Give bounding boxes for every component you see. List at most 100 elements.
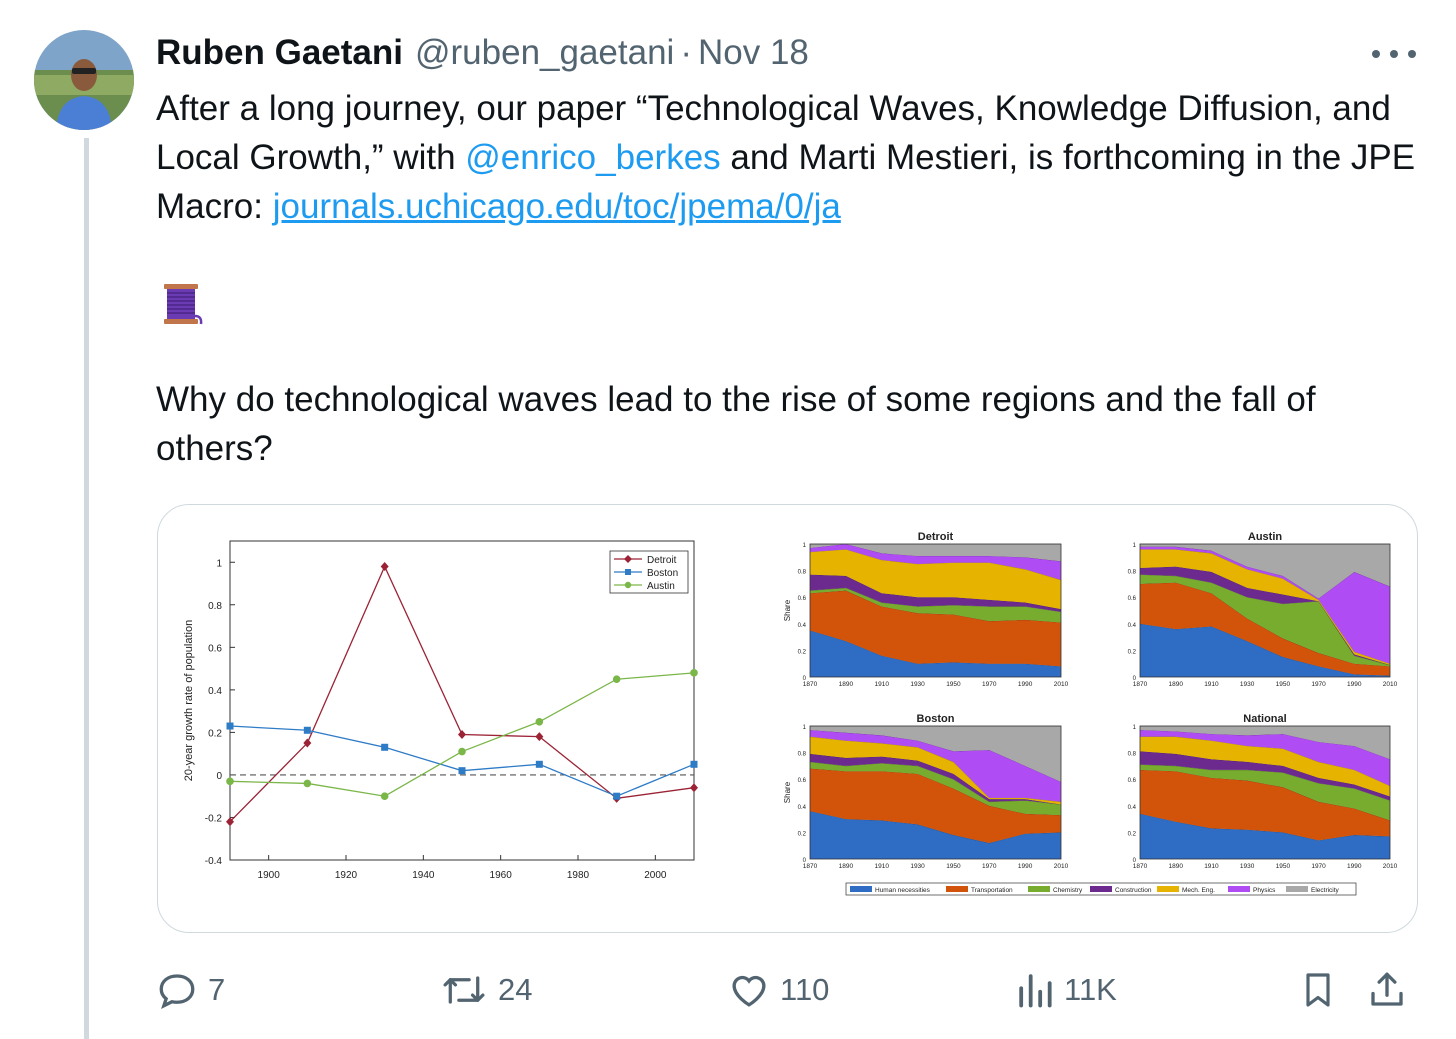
author-handle[interactable]: @ruben_gaetani xyxy=(414,33,675,72)
legend-label: Chemistry xyxy=(1053,887,1083,894)
area-detroit-human-necessities xyxy=(810,630,1061,677)
bookmark-icon xyxy=(1306,973,1330,1007)
data-point-boston xyxy=(690,760,698,768)
area-boston-human-necessities xyxy=(810,811,1061,859)
x-tick-label: 1900 xyxy=(258,870,281,881)
panel-x-tick-label: 1990 xyxy=(1347,681,1362,688)
y-tick-label: 0.6 xyxy=(208,643,222,654)
panel-y-tick-label: 0.4 xyxy=(798,623,807,629)
area-edge xyxy=(1139,750,1391,797)
data-point-detroit xyxy=(458,730,466,740)
tweet-date[interactable]: Nov 18 xyxy=(697,33,809,72)
panel-y-tick-label: 0.2 xyxy=(798,831,807,837)
area-detroit-chemistry xyxy=(810,587,1061,623)
area-edge xyxy=(1139,729,1391,760)
panel-x-tick-label: 2010 xyxy=(1054,681,1069,688)
panel-x-tick-label: 1910 xyxy=(874,863,889,870)
panel-y-tick-label: 0.6 xyxy=(1128,778,1137,784)
panel-x-tick-label: 1970 xyxy=(982,863,997,870)
legend-swatch xyxy=(1228,886,1250,892)
panel-x-tick-label: 1930 xyxy=(1240,681,1255,688)
legend-swatch xyxy=(1286,886,1308,892)
area-austin-physics xyxy=(1140,546,1390,664)
data-point-austin xyxy=(458,747,466,756)
area-edge xyxy=(809,590,1062,623)
panel-y-tick-label: 0.6 xyxy=(1128,596,1137,602)
legend-label: Physics xyxy=(1253,887,1276,894)
share-button[interactable] xyxy=(1366,960,1408,1020)
views-button[interactable]: 11K xyxy=(1016,960,1117,1020)
panel-x-tick-label: 1870 xyxy=(1133,681,1148,688)
panel-x-tick-label: 1950 xyxy=(946,681,961,688)
area-boston-construction xyxy=(810,753,1061,805)
more-icon[interactable] xyxy=(1372,44,1416,64)
area-detroit-physics xyxy=(810,544,1061,580)
panel-frame xyxy=(1139,543,1391,678)
tweet-question: Why do technological waves lead to the r… xyxy=(156,380,1316,468)
thread-connector-line xyxy=(84,138,89,1039)
panel-x-tick-label: 1870 xyxy=(1133,863,1148,870)
panel-frame xyxy=(809,543,1062,678)
y-tick-label: 0.4 xyxy=(208,686,222,697)
legend-marker xyxy=(625,569,631,575)
legend-label: Human necessities xyxy=(875,887,931,894)
area-boston-mech-eng- xyxy=(810,736,1061,805)
reply-count: 7 xyxy=(208,972,226,1007)
panel-x-tick-label: 1990 xyxy=(1347,863,1362,870)
avatar[interactable] xyxy=(34,30,134,130)
panel-frame xyxy=(809,725,1062,860)
panel-x-tick-label: 1950 xyxy=(946,863,961,870)
tweet-text-part2: and Marti Mestieri, is forthcoming in th… xyxy=(156,138,1416,226)
y-axis-label: 20-year growth rate of population xyxy=(183,620,195,781)
retweet-count: 24 xyxy=(498,972,533,1007)
share-icon xyxy=(1371,972,1403,1006)
paper-link[interactable]: journals.uchicago.edu/toc/jpema/0/ja xyxy=(272,187,841,226)
panel-title-national: National xyxy=(1243,713,1286,725)
legend-label: Boston xyxy=(647,568,678,579)
legend-swatch xyxy=(1028,886,1050,892)
area-detroit-transportation xyxy=(810,590,1061,667)
area-national-mech-eng- xyxy=(1140,736,1390,797)
data-point-austin xyxy=(226,777,234,786)
author-name[interactable]: Ruben Gaetani xyxy=(156,33,403,72)
y-tick-label: 1 xyxy=(216,558,222,569)
panel-y-tick-label: 0 xyxy=(803,858,807,864)
area-detroit-construction xyxy=(810,574,1061,612)
data-point-boston xyxy=(381,743,389,751)
data-point-boston xyxy=(613,792,621,800)
data-point-austin xyxy=(612,675,621,684)
tweet-media-figure[interactable]: -0.4 -0.2 0 0.2 0.4 0.6 0.8 1 1900 1920 1940 1960 19… xyxy=(157,504,1418,933)
panel-y-tick-label: 1 xyxy=(803,725,807,731)
panel-y-tick-label: 0.4 xyxy=(1128,805,1137,811)
panel-y-tick-label: 0 xyxy=(803,676,807,682)
panel-x-tick-label: 1910 xyxy=(1204,681,1219,688)
data-point-boston xyxy=(535,760,543,768)
data-point-detroit xyxy=(690,783,698,793)
retweet-button[interactable]: 24 xyxy=(440,960,532,1020)
bookmark-button[interactable] xyxy=(1298,960,1338,1020)
area-national-physics xyxy=(1140,729,1390,786)
area-edge xyxy=(809,753,1062,805)
x-tick-label: 1920 xyxy=(335,870,358,881)
panel-x-tick-label: 1890 xyxy=(1168,681,1183,688)
mention-link[interactable]: @enrico_berkes xyxy=(465,138,721,177)
like-button[interactable]: 110 xyxy=(728,960,829,1020)
panel-x-tick-label: 1930 xyxy=(910,863,925,870)
panel-y-tick-label: 1 xyxy=(1133,543,1137,549)
separator-dot: · xyxy=(680,33,692,72)
panel-x-tick-label: 1870 xyxy=(803,863,818,870)
panel-x-tick-label: 1890 xyxy=(839,681,854,688)
x-tick-label: 1960 xyxy=(490,870,513,881)
legend-label: Construction xyxy=(1115,887,1152,894)
data-point-austin xyxy=(690,669,698,677)
data-point-detroit xyxy=(535,732,544,742)
tweet-actions: 7 24 110 11K xyxy=(156,960,1426,1020)
reply-button[interactable]: 7 xyxy=(156,960,225,1020)
legend-label: Austin xyxy=(647,581,675,592)
panel-title-boston: Boston xyxy=(917,713,955,725)
panel-x-tick-label: 1950 xyxy=(1276,863,1291,870)
y-tick-label: 0 xyxy=(216,771,222,782)
tweet-text-part1: After a long journey, our paper “Technol… xyxy=(156,89,1391,177)
legend-swatch xyxy=(1157,886,1179,892)
panel-y-tick-label: 0.2 xyxy=(798,649,807,655)
